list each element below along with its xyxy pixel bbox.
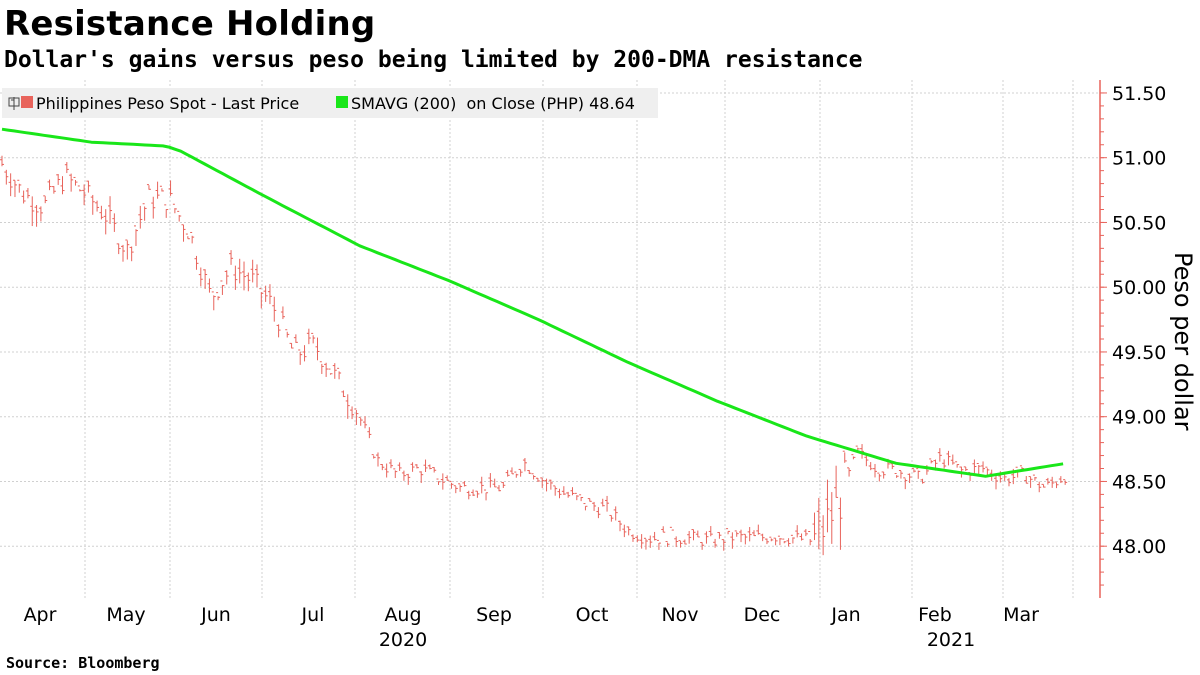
legend: Philippines Peso Spot - Last Price SMAVG… <box>2 88 658 118</box>
y-tick-label: 50.00 <box>1112 277 1166 299</box>
series-sma-200 <box>1 127 1064 478</box>
x-month-label: Jun <box>200 604 231 626</box>
legend-background <box>2 88 658 118</box>
x-month-label: Mar <box>1003 604 1039 626</box>
bar-ohlc-icon <box>8 97 20 110</box>
x-month-label: Jul <box>301 604 325 626</box>
y-axis-label: Peso per dollar <box>1169 252 1197 431</box>
x-year-label: 2021 <box>927 629 975 651</box>
x-year-label: 2020 <box>379 629 427 651</box>
series-peso-spot <box>0 155 1068 556</box>
x-month-label: Jan <box>830 604 860 626</box>
x-month-label: Oct <box>576 604 609 626</box>
x-month-label: Nov <box>661 604 698 626</box>
x-axis: Apr May Jun Jul Aug Sep Oct Nov Dec Jan Feb Mar 2020… <box>24 604 1040 651</box>
x-month-label: May <box>106 604 145 626</box>
x-month-label: Feb <box>918 604 952 626</box>
chart-title: Resistance Holding <box>4 4 376 44</box>
legend-label-sma: SMAVG (200) on Close (PHP) 48.64 <box>351 94 635 113</box>
legend-swatch-spot <box>21 96 33 108</box>
x-month-label: Sep <box>476 604 512 626</box>
y-tick-label: 48.00 <box>1112 536 1166 558</box>
x-month-label: Dec <box>744 604 781 626</box>
x-month-label: Apr <box>24 604 57 626</box>
grid <box>0 80 1100 598</box>
source-note: Source: Bloomberg <box>6 654 160 672</box>
y-tick-label: 49.00 <box>1112 407 1166 429</box>
y-tick-label: 48.50 <box>1112 471 1166 493</box>
green-square-icon <box>336 96 348 108</box>
legend-label-spot: Philippines Peso Spot - Last Price <box>36 94 299 113</box>
y-tick-label: 51.50 <box>1112 83 1166 105</box>
y-tick-label: 49.50 <box>1112 342 1166 364</box>
sma-line <box>1 127 1064 478</box>
y-axis: 51.50 51.00 50.50 50.00 49.50 49.00 48.50 48.00 <box>1099 80 1166 598</box>
chart-subtitle: Dollar's gains versus peso being limited… <box>4 47 863 73</box>
y-tick-label: 51.00 <box>1112 148 1166 170</box>
y-tick-label: 50.50 <box>1112 212 1166 234</box>
x-month-label: Aug <box>384 604 421 626</box>
